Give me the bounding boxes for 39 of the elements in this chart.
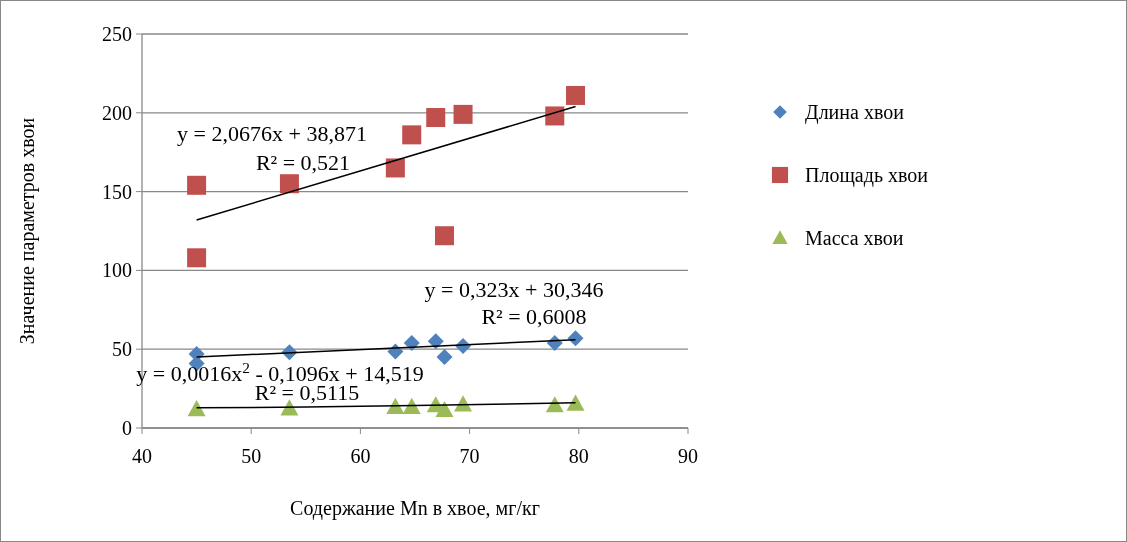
point bbox=[402, 397, 421, 414]
x-tick-label: 70 bbox=[459, 445, 480, 467]
annotation: R² = 0,521 bbox=[255, 149, 351, 175]
point bbox=[426, 108, 446, 128]
annotation: y = 2,0676x + 38,871 bbox=[177, 120, 367, 146]
y-axis-title: Значение параметров хвои bbox=[16, 117, 39, 345]
point bbox=[436, 349, 453, 366]
point bbox=[403, 334, 420, 351]
legend-label: Площадь хвои bbox=[805, 164, 929, 187]
point bbox=[567, 330, 584, 347]
point bbox=[427, 333, 444, 350]
point bbox=[385, 158, 405, 178]
y-tick-label: 100 bbox=[102, 259, 132, 282]
point bbox=[279, 174, 299, 194]
y-tick-label: 250 bbox=[102, 23, 132, 45]
point bbox=[566, 85, 586, 105]
annotation: y = 0,323x + 30,346 bbox=[424, 276, 604, 302]
point bbox=[187, 175, 207, 195]
point bbox=[566, 394, 585, 411]
annotation: R² = 0,6008 bbox=[481, 303, 587, 329]
x-axis-title: Содержание Mn в хвое, мг/кг bbox=[290, 497, 540, 520]
point bbox=[187, 248, 207, 268]
y-tick-label: 200 bbox=[102, 101, 132, 124]
y-tick-label: 0 bbox=[122, 417, 132, 439]
legend-label: Масса хвои bbox=[805, 227, 904, 249]
x-tick-label: 60 bbox=[350, 445, 371, 467]
legend-label: Длина хвои bbox=[805, 101, 905, 124]
point bbox=[187, 400, 206, 417]
point bbox=[545, 106, 565, 126]
x-tick-label: 40 bbox=[132, 445, 152, 467]
y-tick-label: 150 bbox=[102, 180, 132, 203]
point bbox=[402, 125, 422, 145]
point bbox=[453, 104, 473, 124]
x-tick-label: 90 bbox=[678, 445, 698, 467]
y-tick-label: 50 bbox=[112, 338, 132, 361]
point bbox=[434, 226, 454, 246]
x-tick-label: 80 bbox=[568, 445, 589, 467]
point bbox=[435, 400, 454, 418]
x-tick-label: 50 bbox=[241, 445, 262, 467]
